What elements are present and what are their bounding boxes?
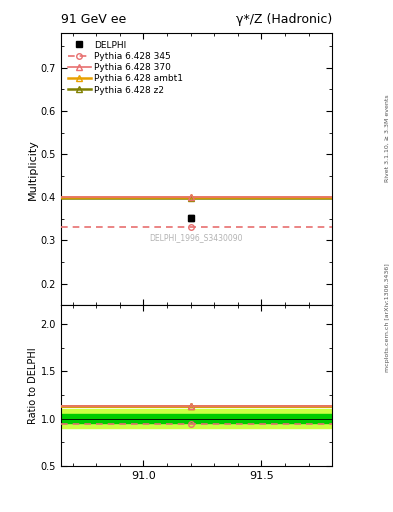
- Text: Rivet 3.1.10, ≥ 3.3M events: Rivet 3.1.10, ≥ 3.3M events: [385, 94, 390, 182]
- Y-axis label: Ratio to DELPHI: Ratio to DELPHI: [28, 347, 38, 424]
- Legend: DELPHI, Pythia 6.428 345, Pythia 6.428 370, Pythia 6.428 ambt1, Pythia 6.428 z2: DELPHI, Pythia 6.428 345, Pythia 6.428 3…: [65, 38, 186, 97]
- Text: γ*/Z (Hadronic): γ*/Z (Hadronic): [236, 13, 332, 26]
- Bar: [61, 409, 332, 428]
- Text: DELPHI_1996_S3430090: DELPHI_1996_S3430090: [150, 233, 243, 242]
- Text: 91 GeV ee: 91 GeV ee: [61, 13, 126, 26]
- Y-axis label: Multiplicity: Multiplicity: [28, 139, 38, 200]
- Bar: [61, 414, 332, 423]
- Text: mcplots.cern.ch [arXiv:1306.3436]: mcplots.cern.ch [arXiv:1306.3436]: [385, 263, 390, 372]
